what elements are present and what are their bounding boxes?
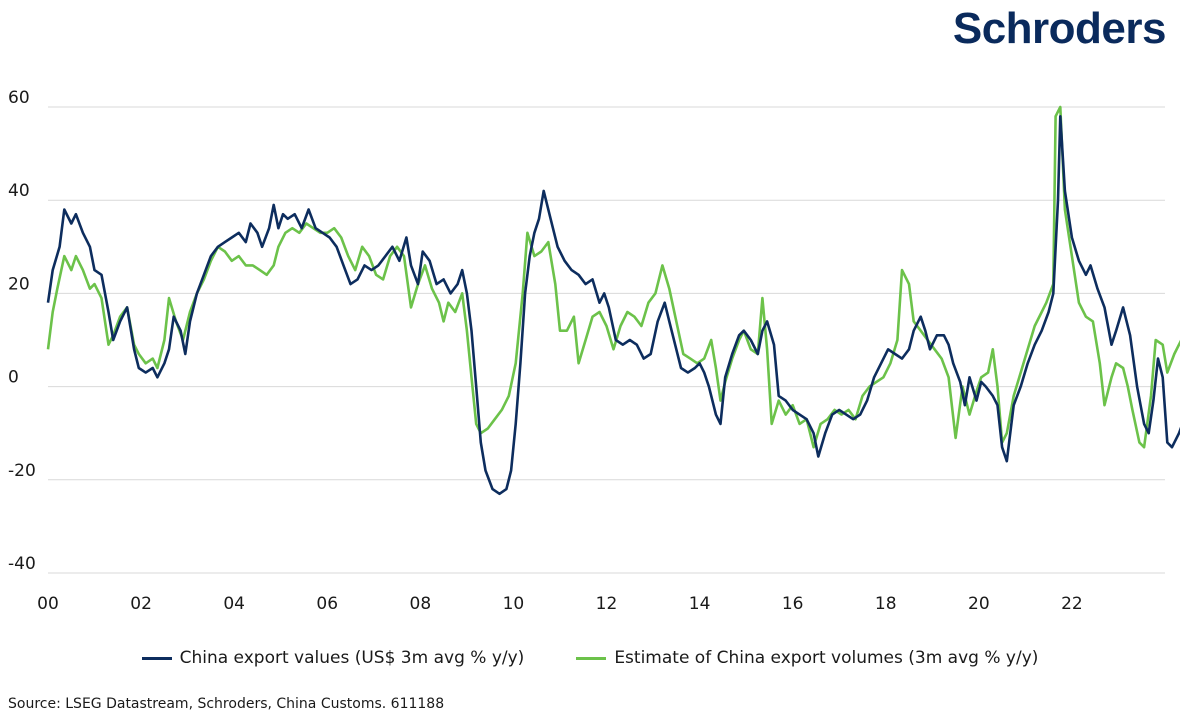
x-tick-label: 04 [223,594,245,614]
x-tick-label: 18 [875,594,897,614]
legend-item-values: China export values (US$ 3m avg % y/y) [141,648,525,668]
y-tick-label: -40 [8,554,36,574]
legend-swatch-values [141,656,172,660]
series-line-export-volumes [46,105,1180,449]
line-chart: 60 40 20 0 -20 -40 00 02 04 06 08 10 12 14 16 18 20 22 [8,88,1180,614]
x-tick-label: 20 [968,594,990,614]
x-tick-label: 22 [1061,594,1083,614]
legend-label-volumes: Estimate of China export volumes (3m avg… [614,648,1039,668]
legend-label-values: China export values (US$ 3m avg % y/y) [179,648,525,668]
series-lines [46,105,1180,496]
series-line-export-values [46,115,1180,496]
legend-item-volumes: Estimate of China export volumes (3m avg… [576,648,1038,668]
source-note: Source: LSEG Datastream, Schroders, Chin… [8,696,445,712]
brand-logo: Schroders [952,4,1167,53]
x-tick-label: 16 [782,594,804,614]
x-tick-label: 14 [689,594,711,614]
gridlines [48,106,1165,574]
y-tick-label: 0 [8,368,19,388]
x-tick-label: 02 [130,594,152,614]
y-tick-label: 20 [8,274,30,294]
x-tick-label: 10 [503,594,525,614]
x-tick-label: 12 [596,594,618,614]
y-axis-labels: 60 40 20 0 -20 -40 [8,88,36,574]
y-tick-label: -20 [8,461,36,481]
y-tick-label: 40 [8,181,30,201]
x-axis-labels: 00 02 04 06 08 10 12 14 16 18 20 22 [37,594,1083,614]
legend-swatch-volumes [576,656,607,660]
x-tick-label: 08 [410,594,432,614]
y-tick-label: 60 [8,88,30,108]
chart-legend: China export values (US$ 3m avg % y/y) E… [0,648,1180,668]
x-tick-label: 06 [316,594,338,614]
x-tick-label: 00 [37,594,59,614]
